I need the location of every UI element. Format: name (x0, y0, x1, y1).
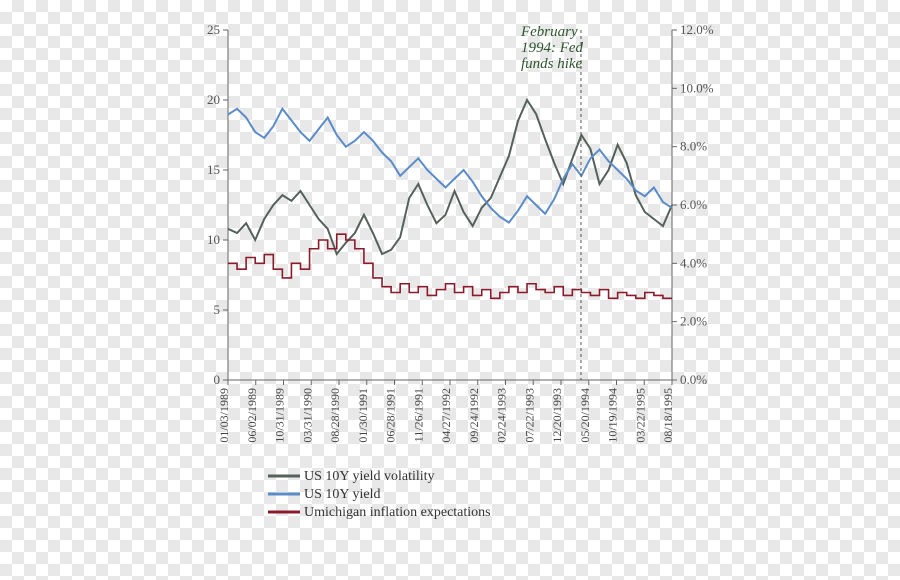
ytick-left: 15 (207, 162, 220, 177)
ytick-right: 8.0% (680, 139, 707, 154)
xtick-label: 07/22/1993 (522, 388, 536, 443)
xtick-label: 10/31/1989 (273, 388, 287, 443)
ytick-left: 0 (214, 372, 221, 387)
xtick-label: 08/28/1990 (328, 388, 342, 443)
annotation-text: funds hike (521, 56, 583, 72)
xtick-label: 10/19/1994 (606, 388, 620, 443)
ytick-right: 6.0% (680, 197, 707, 212)
xtick-label: 08/18/1995 (661, 388, 675, 443)
xtick-label: 02/24/1993 (495, 388, 509, 443)
xtick-label: 01/03/1989 (217, 388, 231, 443)
chart-container: 0 5 10 15 20 25 0.0% 2.0% 4.0% 6.0% 8.0% 10.0% 12.0%… (180, 20, 720, 560)
ytick-right: 0.0% (680, 372, 707, 387)
xtick-label: 01/30/1991 (356, 388, 370, 443)
chart-svg: 0 5 10 15 20 25 0.0% 2.0% 4.0% 6.0% 8.0% 10.0% 12.0%… (180, 20, 720, 560)
ytick-right: 4.0% (680, 255, 707, 270)
xtick-label: 06/28/1991 (384, 388, 398, 443)
xtick-label: 04/27/1992 (439, 388, 453, 443)
legend-label: US 10Y yield (304, 487, 380, 502)
ytick-right: 2.0% (680, 314, 707, 329)
ytick-left: 5 (214, 302, 221, 317)
legend-label: US 10Y yield volatility (304, 469, 435, 484)
ytick-left: 25 (207, 22, 220, 37)
xtick-label: 03/22/1995 (633, 388, 647, 443)
xtick-label: 11/26/1991 (411, 388, 425, 442)
ytick-left: 20 (207, 92, 220, 107)
annotation-text: February (520, 24, 578, 40)
xtick-label: 09/24/1992 (467, 388, 481, 443)
ytick-right: 10.0% (680, 80, 714, 95)
legend-label: Umichigan inflation expectations (304, 505, 491, 520)
ytick-right: 12.0% (680, 22, 714, 37)
xtick-label: 03/31/1990 (300, 388, 314, 443)
ytick-left: 10 (207, 232, 220, 247)
xtick-label: 05/20/1994 (578, 388, 592, 443)
series-line (228, 234, 672, 298)
xtick-label: 12/20/1993 (550, 388, 564, 443)
annotation-text: 1994: Fed (521, 40, 584, 56)
xtick-label: 06/02/1989 (245, 388, 259, 443)
